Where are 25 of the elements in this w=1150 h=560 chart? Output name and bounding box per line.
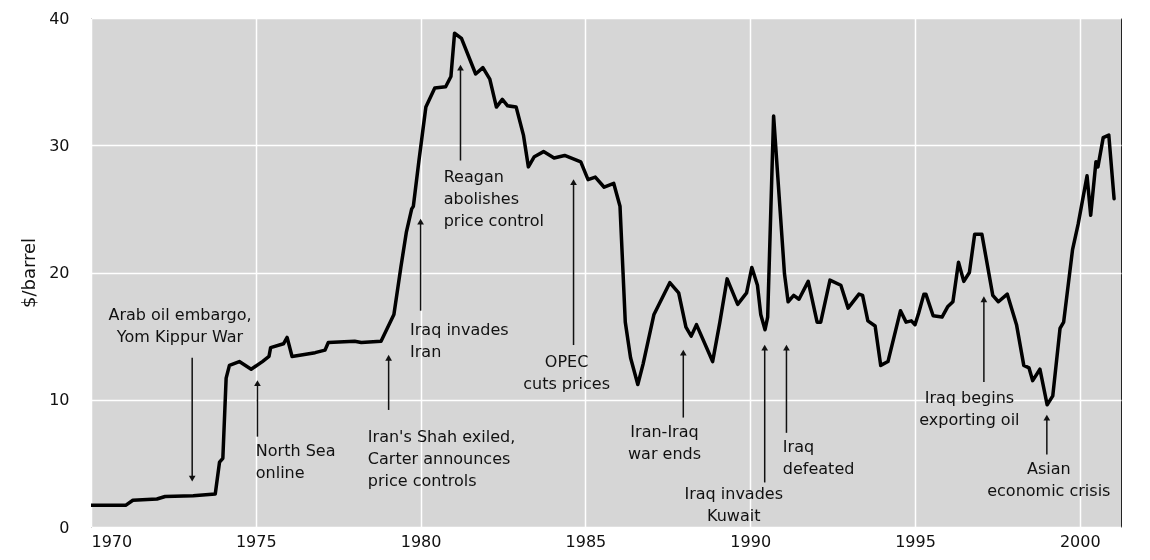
annotation: Reagan abolishes price control xyxy=(443,167,545,231)
y-tick-label: 0 xyxy=(59,517,70,537)
annotation: Iran's Shah exiled, Carter announces price controls xyxy=(367,427,516,491)
annotation: Iraq invades Iran xyxy=(410,320,509,362)
x-tick-label: 1990 xyxy=(730,531,772,551)
x-tick-label: 1980 xyxy=(400,531,442,551)
y-tick-label: 10 xyxy=(49,390,70,410)
annotation: Iraq defeated xyxy=(782,437,855,479)
annotation: Iran-Iraq war ends xyxy=(627,421,702,463)
annotation: Asian economic crisis xyxy=(987,458,1111,500)
y-tick-label: 40 xyxy=(49,8,70,28)
annotation: OPEC cuts prices xyxy=(523,351,611,393)
annotation: Iraq begins exporting oil xyxy=(919,387,1020,429)
y-tick-label: 20 xyxy=(49,263,70,282)
x-tick-label: 2000 xyxy=(1059,531,1101,551)
x-tick-label: 1985 xyxy=(565,531,607,551)
y-axis-title: $/barrel xyxy=(18,237,40,309)
annotation: North Sea online xyxy=(255,441,336,483)
x-tick-label: 1970 xyxy=(91,531,133,551)
x-tick-label: 1995 xyxy=(895,531,936,551)
x-tick-label: 1975 xyxy=(235,531,277,551)
line-series xyxy=(91,31,1116,508)
annotation: Iraq invades Kuwait xyxy=(684,484,783,526)
y-tick-label: 30 xyxy=(49,135,70,155)
annotation: Arab oil embargo, Yom Kippur War xyxy=(108,304,252,346)
